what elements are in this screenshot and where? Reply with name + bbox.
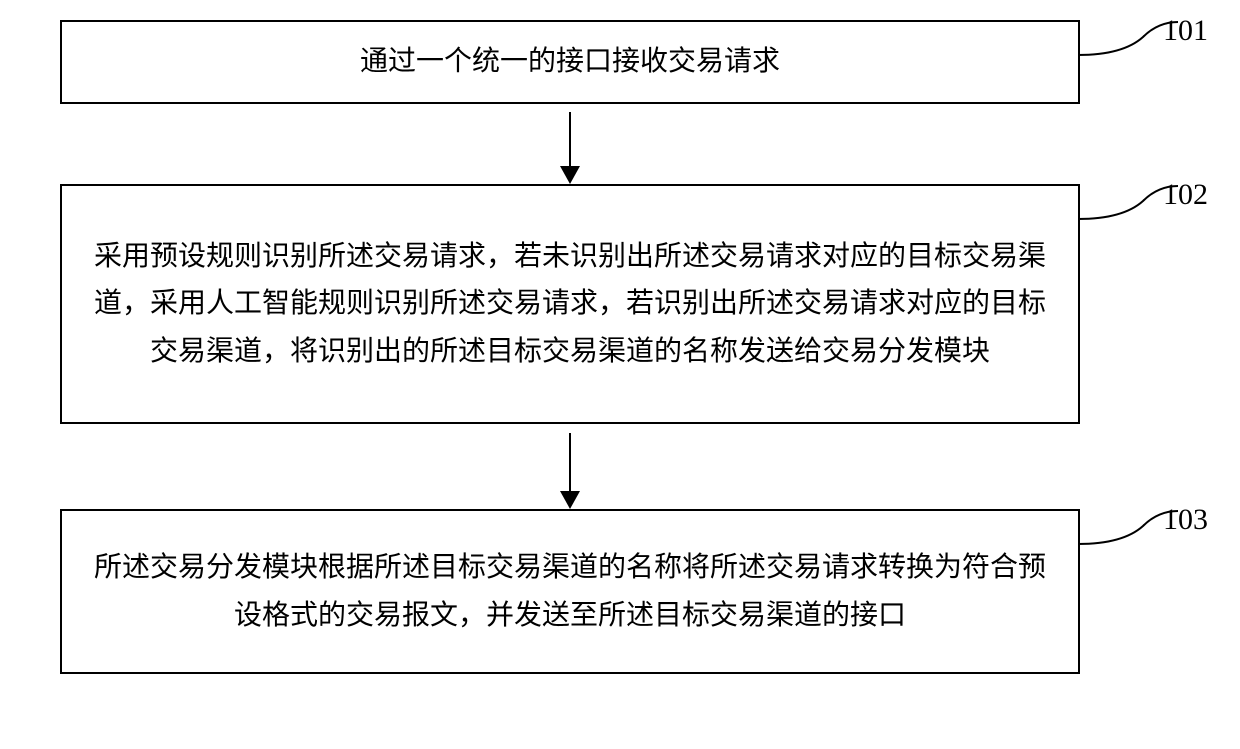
step-box-102: 采用预设规则识别所述交易请求，若未识别出所述交易请求对应的目标交易渠道，采用人工… — [60, 184, 1080, 424]
flowchart-container: 通过一个统一的接口接收交易请求 101 采用预设规则识别所述交易请求，若未识别出… — [60, 20, 1120, 674]
arrow-head — [560, 166, 580, 184]
arrow-101-to-102 — [60, 104, 1080, 184]
step-label-103: 103 — [1163, 503, 1208, 537]
step-box-103: 所述交易分发模块根据所述目标交易渠道的名称将所述交易请求转换为符合预设格式的交易… — [60, 509, 1080, 674]
step-text-103: 所述交易分发模块根据所述目标交易渠道的名称将所述交易请求转换为符合预设格式的交易… — [92, 544, 1048, 639]
arrow-head — [560, 491, 580, 509]
step-text-102: 采用预设规则识别所述交易请求，若未识别出所述交易请求对应的目标交易渠道，采用人工… — [92, 233, 1048, 376]
arrow-102-to-103 — [60, 424, 1080, 509]
step-box-101: 通过一个统一的接口接收交易请求 101 — [60, 20, 1080, 104]
step-text-101: 通过一个统一的接口接收交易请求 — [360, 38, 780, 86]
step-label-102: 102 — [1163, 178, 1208, 212]
step-label-101: 101 — [1163, 14, 1208, 48]
